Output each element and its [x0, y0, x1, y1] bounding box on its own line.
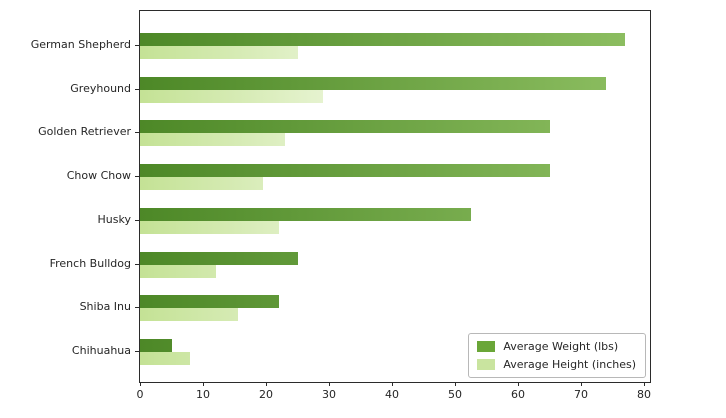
x-tick-label-10: 10: [196, 388, 210, 401]
x-tick-mark-70: [581, 382, 582, 386]
y-tick-mark-greyhound: [135, 88, 139, 90]
x-tick-mark-30: [329, 382, 330, 386]
bar-height-chihuahua: [140, 351, 191, 365]
x-tick-label-80: 80: [637, 388, 651, 401]
y-tick-label-husky: Husky: [97, 212, 131, 226]
y-tick-mark-german-shepherd: [135, 45, 139, 46]
y-tick-mark-shiba-inu: [135, 307, 139, 309]
bar-weight-husky: [140, 207, 471, 221]
y-tick-label-chow-chow: Chow Chow: [66, 169, 131, 183]
x-tick-label-60: 60: [511, 388, 525, 401]
y-tick-mark-chihuahua: [135, 350, 139, 352]
y-tick-mark-chow-chow: [135, 176, 139, 178]
x-tick-label-0: 0: [136, 388, 144, 401]
x-tick-mark-50: [455, 382, 456, 386]
bar-weight-greyhound: [140, 76, 607, 90]
x-tick-mark-20: [266, 382, 267, 386]
y-tick-label-golden-retriever: Golden Retriever: [38, 125, 131, 139]
x-tick-mark-10: [203, 382, 204, 386]
bar-height-shiba-inu: [140, 308, 238, 322]
legend-label-height: Average Height (inches): [503, 358, 636, 371]
x-tick-mark-40: [392, 382, 393, 386]
plot-area: Average Weight (lbs) Average Height (inc…: [139, 10, 651, 383]
x-tick-mark-0: [140, 382, 141, 386]
bar-weight-french-bulldog: [140, 251, 298, 265]
y-tick-mark-golden-retriever: [135, 132, 139, 134]
y-tick-label-chihuahua: Chihuahua: [71, 343, 131, 357]
x-tick-mark-80: [644, 382, 645, 386]
y-tick-label-greyhound: Greyhound: [70, 81, 131, 95]
y-tick-label-shiba-inu: Shiba Inu: [79, 300, 131, 314]
legend: Average Weight (lbs) Average Height (inc…: [468, 333, 646, 378]
x-tick-label-20: 20: [259, 388, 273, 401]
bar-height-chow-chow: [140, 177, 263, 191]
y-tick-mark-husky: [135, 219, 139, 221]
bar-height-husky: [140, 220, 279, 234]
y-tick-mark-french-bulldog: [135, 263, 139, 265]
x-tick-mark-60: [518, 382, 519, 386]
legend-entry-weight: Average Weight (lbs): [477, 340, 636, 353]
legend-label-weight: Average Weight (lbs): [503, 340, 619, 353]
bar-height-french-bulldog: [140, 264, 216, 278]
bar-weight-shiba-inu: [140, 295, 279, 309]
bar-weight-chihuahua: [140, 338, 172, 352]
y-tick-label-french-bulldog: French Bulldog: [49, 256, 131, 270]
legend-swatch-weight: [477, 341, 496, 352]
legend-entry-height: Average Height (inches): [477, 358, 636, 371]
legend-swatch-height: [477, 359, 496, 370]
x-tick-label-70: 70: [574, 388, 588, 401]
bar-weight-golden-retriever: [140, 120, 550, 134]
x-tick-label-50: 50: [448, 388, 462, 401]
y-tick-label-german-shepherd: German Shepherd: [30, 38, 131, 51]
bar-height-golden-retriever: [140, 133, 285, 147]
bar-height-german-shepherd: [140, 46, 298, 59]
x-tick-label-40: 40: [385, 388, 399, 401]
bar-weight-german-shepherd: [140, 33, 626, 46]
bar-height-greyhound: [140, 89, 323, 103]
x-tick-label-30: 30: [322, 388, 336, 401]
bar-weight-chow-chow: [140, 164, 550, 178]
